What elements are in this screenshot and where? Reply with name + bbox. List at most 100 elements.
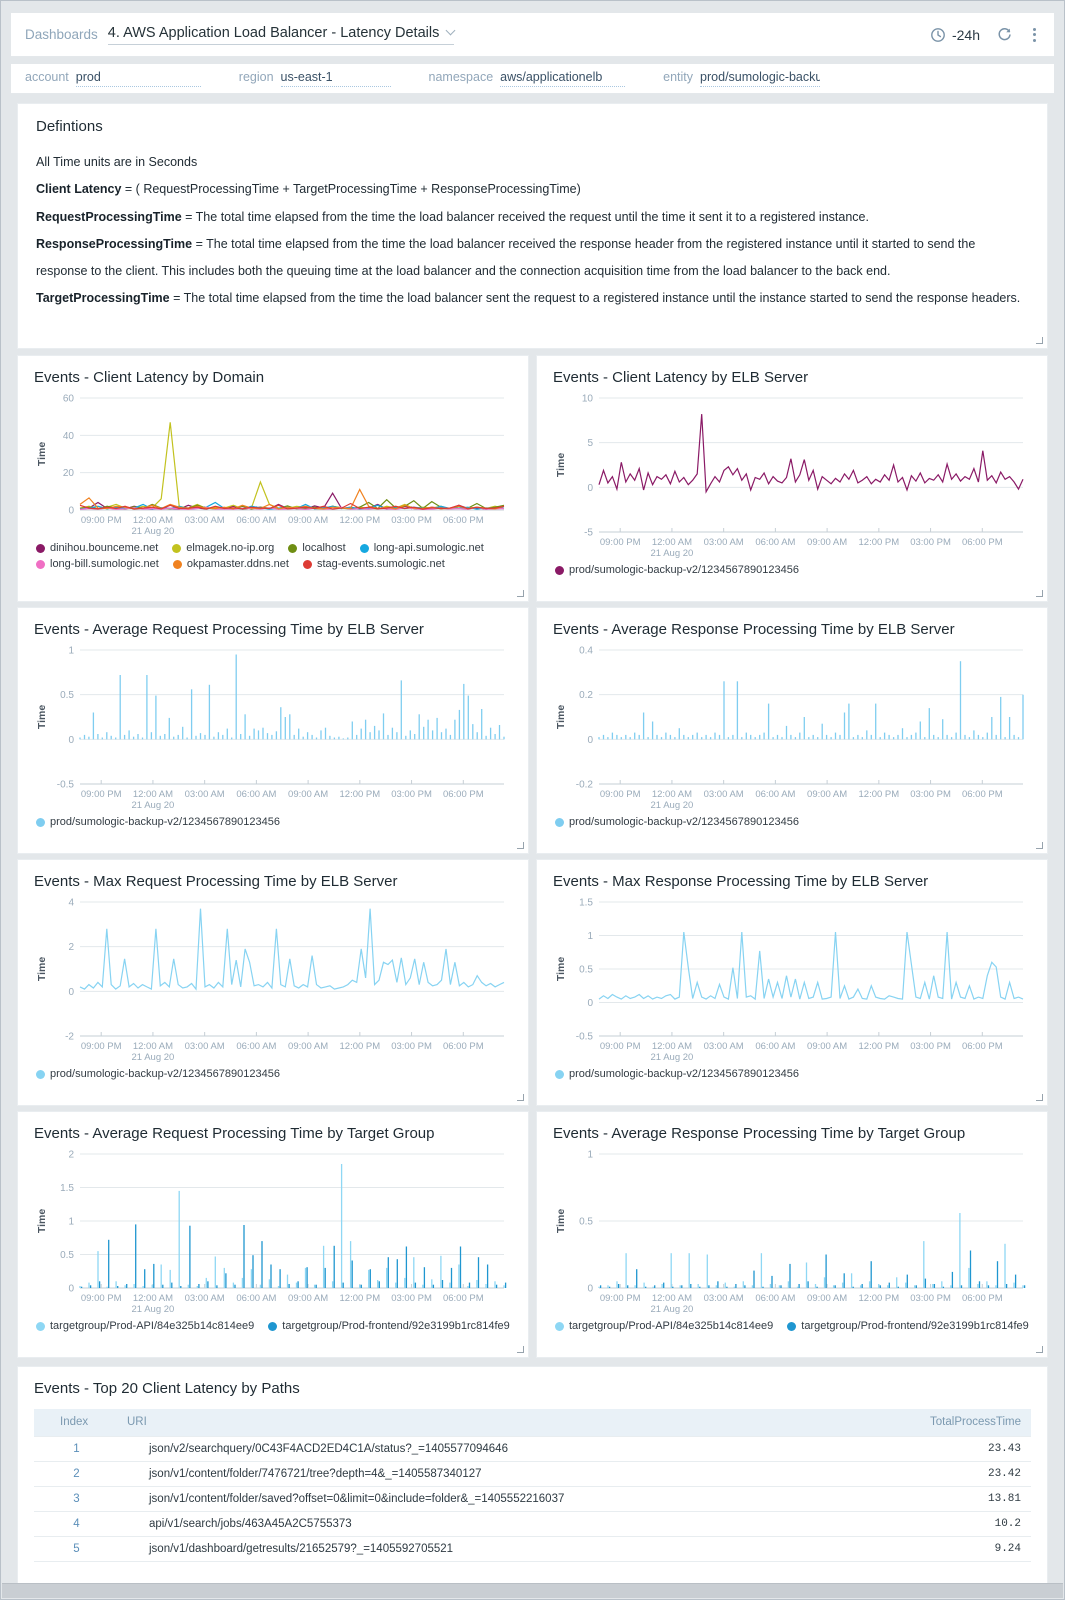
- svg-text:Time: Time: [36, 705, 48, 729]
- svg-text:06:00 PM: 06:00 PM: [962, 789, 1003, 800]
- chart-canvas[interactable]: -2 0 2 4 09:00 PM 12:00 AM 21 Aug 20 03:00 AM 06…: [34, 894, 512, 1066]
- legend-item[interactable]: targetgroup/Prod-API/84e325b14c814ee9: [555, 1320, 773, 1332]
- resize-handle-icon[interactable]: [517, 590, 524, 597]
- cell-totalprocesstime: 13.81: [881, 1485, 1031, 1511]
- svg-text:12:00 PM: 12:00 PM: [859, 1041, 900, 1052]
- chart-canvas[interactable]: -0.5 0 0.5 1 1.5 09:00 PM 12:00 AM 21 Aug 20 03:…: [553, 894, 1031, 1066]
- kebab-menu-icon[interactable]: [1029, 26, 1040, 44]
- svg-text:06:00 PM: 06:00 PM: [962, 537, 1003, 548]
- svg-text:21 Aug 20: 21 Aug 20: [651, 1304, 694, 1315]
- legend-dot-icon: [268, 1321, 278, 1331]
- svg-text:-0.2: -0.2: [576, 780, 594, 791]
- chart-canvas[interactable]: 0 0.5 1 09:00 PM 12:00 AM 21 Aug 20 03:00 AM 06…: [553, 1146, 1031, 1318]
- cell-index: 2: [34, 1460, 119, 1486]
- svg-text:03:00 PM: 03:00 PM: [910, 537, 951, 548]
- legend-item[interactable]: dinihou.bounceme.net: [36, 542, 158, 554]
- svg-text:0: 0: [68, 735, 74, 746]
- svg-text:03:00 PM: 03:00 PM: [910, 789, 951, 800]
- resize-handle-icon[interactable]: [1036, 337, 1043, 344]
- svg-text:12:00 AM: 12:00 AM: [652, 789, 692, 800]
- svg-text:03:00 PM: 03:00 PM: [391, 1293, 432, 1304]
- resize-handle-icon[interactable]: [1036, 1094, 1043, 1101]
- chart-canvas[interactable]: 0 20 40 60 09:00 PM 12:00 AM 21 Aug 20 03:00 AM…: [34, 390, 512, 540]
- legend-item[interactable]: prod/sumologic-backup-v2/123456789012345…: [36, 1068, 280, 1080]
- clock-icon: [930, 27, 946, 43]
- table-title: Events - Top 20 Client Latency by Paths: [34, 1380, 300, 1397]
- legend-label: prod/sumologic-backup-v2/123456789012345…: [50, 1068, 280, 1080]
- svg-text:12:00 AM: 12:00 AM: [133, 1041, 173, 1052]
- chart-canvas[interactable]: -0.2 0 0.2 0.4 09:00 PM 12:00 AM 21 Aug 20 03:0…: [553, 642, 1031, 814]
- filter-region-value[interactable]: us-east-1: [280, 70, 391, 87]
- chart-canvas[interactable]: 0 0.5 1 1.5 2 09:00 PM 12:00 AM 21 Aug 20 03:00 …: [34, 1146, 512, 1318]
- svg-text:09:00 PM: 09:00 PM: [600, 1293, 641, 1304]
- chart-title: Events - Client Latency by ELB Server: [553, 369, 809, 386]
- column-header-totalprocesstime[interactable]: TotalProcessTime: [881, 1409, 1031, 1436]
- chart-legend: prod/sumologic-backup-v2/123456789012345…: [555, 816, 1031, 828]
- chart-legend: prod/sumologic-backup-v2/123456789012345…: [555, 1068, 1031, 1080]
- svg-text:03:00 AM: 03:00 AM: [704, 1293, 744, 1304]
- legend-item[interactable]: long-bill.sumologic.net: [36, 558, 159, 570]
- legend-label: okpamaster.ddns.net: [186, 558, 289, 570]
- legend-item[interactable]: prod/sumologic-backup-v2/123456789012345…: [555, 1068, 799, 1080]
- horizontal-scrollbar[interactable]: [2, 1583, 1063, 1598]
- svg-text:09:00 AM: 09:00 AM: [807, 537, 847, 548]
- legend-dot-icon: [172, 543, 182, 553]
- legend-label: targetgroup/Prod-API/84e325b14c814ee9: [50, 1320, 255, 1332]
- chart-canvas[interactable]: -0.5 0 0.5 1 09:00 PM 12:00 AM 21 Aug 20 03:00 …: [34, 642, 512, 814]
- legend-item[interactable]: prod/sumologic-backup-v2/123456789012345…: [36, 816, 280, 828]
- chart-canvas[interactable]: -5 0 5 10 09:00 PM 12:00 AM 21 Aug 20 03:00 AM 0…: [553, 390, 1031, 562]
- resize-handle-icon[interactable]: [517, 842, 524, 849]
- svg-text:12:00 PM: 12:00 PM: [340, 1293, 381, 1304]
- filter-entity-value[interactable]: prod/sumologic-backup: [700, 70, 821, 87]
- svg-text:09:00 AM: 09:00 AM: [288, 789, 328, 800]
- filter-namespace: namespace aws/applicationelb: [429, 70, 626, 87]
- cell-index: 3: [34, 1485, 119, 1511]
- dashboard-title-dropdown[interactable]: 4. AWS Application Load Balancer - Laten…: [107, 25, 456, 45]
- filter-bar: account prod region us-east-1 namespace …: [11, 64, 1054, 94]
- cell-uri: json/v1/content/folder/7476721/tree?dept…: [119, 1460, 881, 1486]
- latency-table: Index URI TotalProcessTime 1 json/v2/sear…: [34, 1409, 1031, 1573]
- column-header-index[interactable]: Index: [34, 1409, 119, 1436]
- resize-handle-icon[interactable]: [517, 1094, 524, 1101]
- svg-text:21 Aug 20: 21 Aug 20: [651, 548, 694, 559]
- chevron-down-icon: [445, 25, 456, 36]
- svg-text:-2: -2: [65, 1032, 74, 1043]
- svg-text:21 Aug 20: 21 Aug 20: [132, 1304, 175, 1315]
- legend-item[interactable]: localhost: [288, 542, 346, 554]
- svg-text:21 Aug 20: 21 Aug 20: [651, 1052, 694, 1063]
- legend-dot-icon: [288, 543, 298, 553]
- svg-text:21 Aug 20: 21 Aug 20: [132, 1052, 175, 1063]
- resize-handle-icon[interactable]: [517, 1346, 524, 1353]
- filter-namespace-value[interactable]: aws/applicationelb: [500, 70, 626, 87]
- cell-totalprocesstime: 9.24: [881, 1535, 1031, 1561]
- breadcrumb-dashboards[interactable]: Dashboards: [25, 27, 98, 42]
- legend-item[interactable]: long-api.sumologic.net: [359, 542, 484, 554]
- definitions-intro: All Time units are in Seconds: [36, 155, 198, 169]
- cell-index: 5: [34, 1535, 119, 1561]
- svg-text:1.5: 1.5: [60, 1183, 74, 1194]
- svg-text:0.5: 0.5: [579, 1217, 593, 1228]
- time-range-control[interactable]: -24h: [930, 27, 980, 43]
- legend-item[interactable]: prod/sumologic-backup-v2/123456789012345…: [555, 564, 799, 576]
- refresh-icon[interactable]: [996, 26, 1013, 43]
- svg-text:Time: Time: [36, 1209, 48, 1233]
- legend-item[interactable]: targetgroup/Prod-frontend/92e3199b1rc814…: [787, 1320, 1029, 1332]
- legend-item[interactable]: targetgroup/Prod-API/84e325b14c814ee9: [36, 1320, 254, 1332]
- legend-label: elmagek.no-ip.org: [186, 542, 275, 554]
- resize-handle-icon[interactable]: [1036, 1346, 1043, 1353]
- resize-handle-icon[interactable]: [1036, 842, 1043, 849]
- column-header-uri[interactable]: URI: [119, 1409, 881, 1436]
- legend-item[interactable]: targetgroup/Prod-frontend/92e3199b1rc814…: [268, 1320, 510, 1332]
- svg-text:4: 4: [68, 898, 74, 909]
- cell-totalprocesstime: 10.2: [881, 1510, 1031, 1536]
- legend-item[interactable]: elmagek.no-ip.org: [172, 542, 274, 554]
- legend-item[interactable]: okpamaster.ddns.net: [172, 558, 289, 570]
- legend-item[interactable]: prod/sumologic-backup-v2/123456789012345…: [555, 816, 799, 828]
- legend-item[interactable]: stag-events.sumologic.net: [302, 558, 445, 570]
- svg-text:06:00 AM: 06:00 AM: [755, 537, 795, 548]
- filter-account-value[interactable]: prod: [75, 70, 201, 87]
- resize-handle-icon[interactable]: [1036, 590, 1043, 597]
- table-row: 4 api/v1/search/jobs/463A45A2C5755373 10.2: [34, 1510, 1031, 1536]
- svg-text:1: 1: [68, 1217, 74, 1228]
- panel-avg-request-by-target-group: Events - Average Request Processing Time…: [17, 1111, 529, 1358]
